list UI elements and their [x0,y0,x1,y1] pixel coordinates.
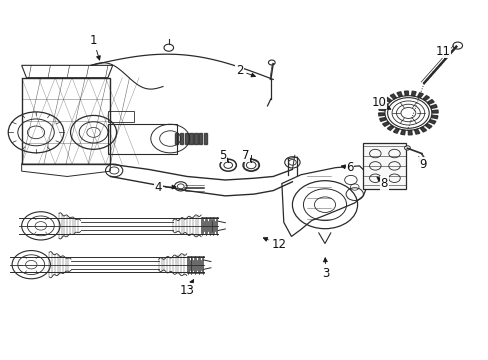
Wedge shape [411,91,415,96]
Wedge shape [420,127,426,132]
Bar [108,123,177,154]
Text: 1: 1 [90,34,100,60]
Wedge shape [417,93,423,98]
Bar [184,133,187,144]
Wedge shape [379,117,386,121]
Wedge shape [378,107,385,111]
Bar [363,143,406,189]
Wedge shape [431,110,437,113]
Wedge shape [400,130,405,135]
Wedge shape [396,92,401,97]
Wedge shape [382,122,388,126]
Text: 6: 6 [341,161,353,174]
Wedge shape [427,100,433,104]
Wedge shape [422,96,428,100]
Wedge shape [386,125,393,130]
Bar [21,78,110,164]
Wedge shape [389,94,396,99]
Bar [199,133,202,144]
Circle shape [163,44,173,51]
Text: 12: 12 [263,238,286,251]
Bar [194,133,197,144]
Wedge shape [430,115,437,119]
Circle shape [452,42,462,49]
Text: 8: 8 [376,177,387,190]
Wedge shape [384,98,391,102]
Wedge shape [414,129,419,134]
Text: 3: 3 [322,258,329,280]
Wedge shape [407,130,411,135]
Text: 7: 7 [241,149,251,163]
Bar [189,133,192,144]
Bar [180,133,183,144]
Circle shape [404,146,409,150]
Text: 13: 13 [179,280,194,297]
Circle shape [268,60,275,65]
Wedge shape [404,91,407,95]
Text: 2: 2 [236,64,255,77]
Wedge shape [428,120,435,124]
Wedge shape [393,128,398,133]
Bar [108,111,134,122]
Text: 11: 11 [435,45,450,59]
Wedge shape [378,113,384,116]
Text: 5: 5 [219,149,228,163]
Wedge shape [380,102,387,106]
Wedge shape [425,124,431,129]
Wedge shape [429,105,436,108]
Bar [175,133,178,144]
Text: 4: 4 [154,181,176,194]
Text: 9: 9 [418,157,426,171]
Text: 10: 10 [370,96,390,109]
Bar [203,133,207,144]
